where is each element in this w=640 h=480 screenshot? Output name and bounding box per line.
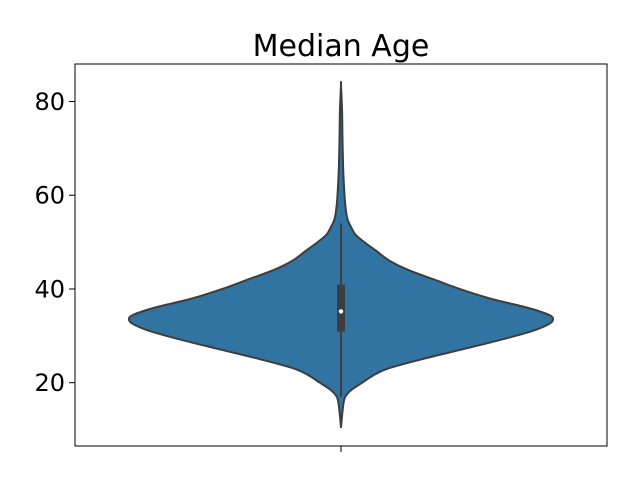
violin-iqr-box xyxy=(337,284,345,332)
y-tick-label: 80 xyxy=(34,88,65,116)
chart-title: Median Age xyxy=(253,29,430,64)
y-tick-label: 20 xyxy=(34,369,65,397)
violin-median-dot xyxy=(338,309,344,314)
violin-group xyxy=(128,80,554,429)
y-tick-label: 40 xyxy=(34,275,65,303)
y-tick-label: 60 xyxy=(34,182,65,210)
y-axis: 20 40 60 80 xyxy=(34,88,75,397)
